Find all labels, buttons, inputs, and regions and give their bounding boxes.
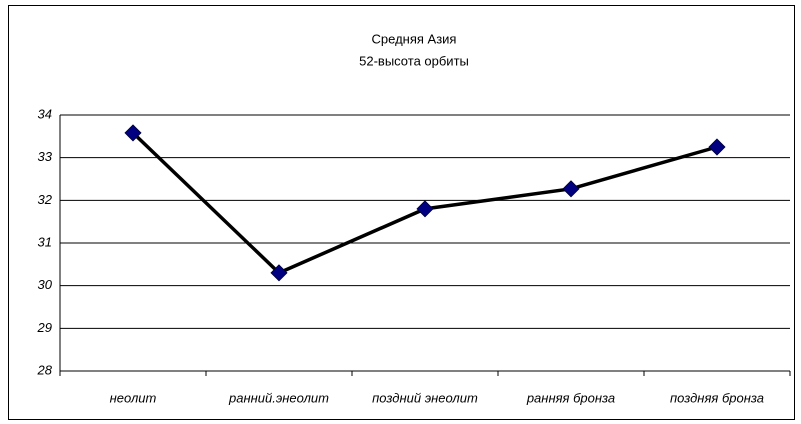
y-tick-label: 28: [37, 362, 53, 377]
y-tick-label: 33: [38, 149, 53, 164]
x-tick-label: поздняя бронза: [670, 390, 764, 405]
x-tick-label: ранний.энеолит: [228, 390, 329, 405]
y-tick-label: 30: [38, 277, 53, 292]
y-tick-label: 29: [37, 320, 52, 335]
data-point: [562, 180, 580, 198]
chart-subtitle: 52-высота орбиты: [359, 53, 469, 68]
data-point: [124, 124, 142, 142]
x-tick-label: ранняя бронза: [526, 390, 615, 405]
data-point: [708, 138, 726, 156]
y-tick-label: 31: [38, 234, 52, 249]
x-tick-label: поздний энеолит: [372, 390, 478, 405]
x-tick-label: неолит: [110, 390, 157, 405]
data-point: [270, 264, 288, 282]
data-point: [416, 200, 434, 218]
y-tick-label: 32: [38, 192, 53, 207]
chart-border: [8, 5, 795, 420]
chart-title: Средняя Азия: [372, 31, 457, 46]
y-tick-label: 34: [38, 106, 52, 121]
